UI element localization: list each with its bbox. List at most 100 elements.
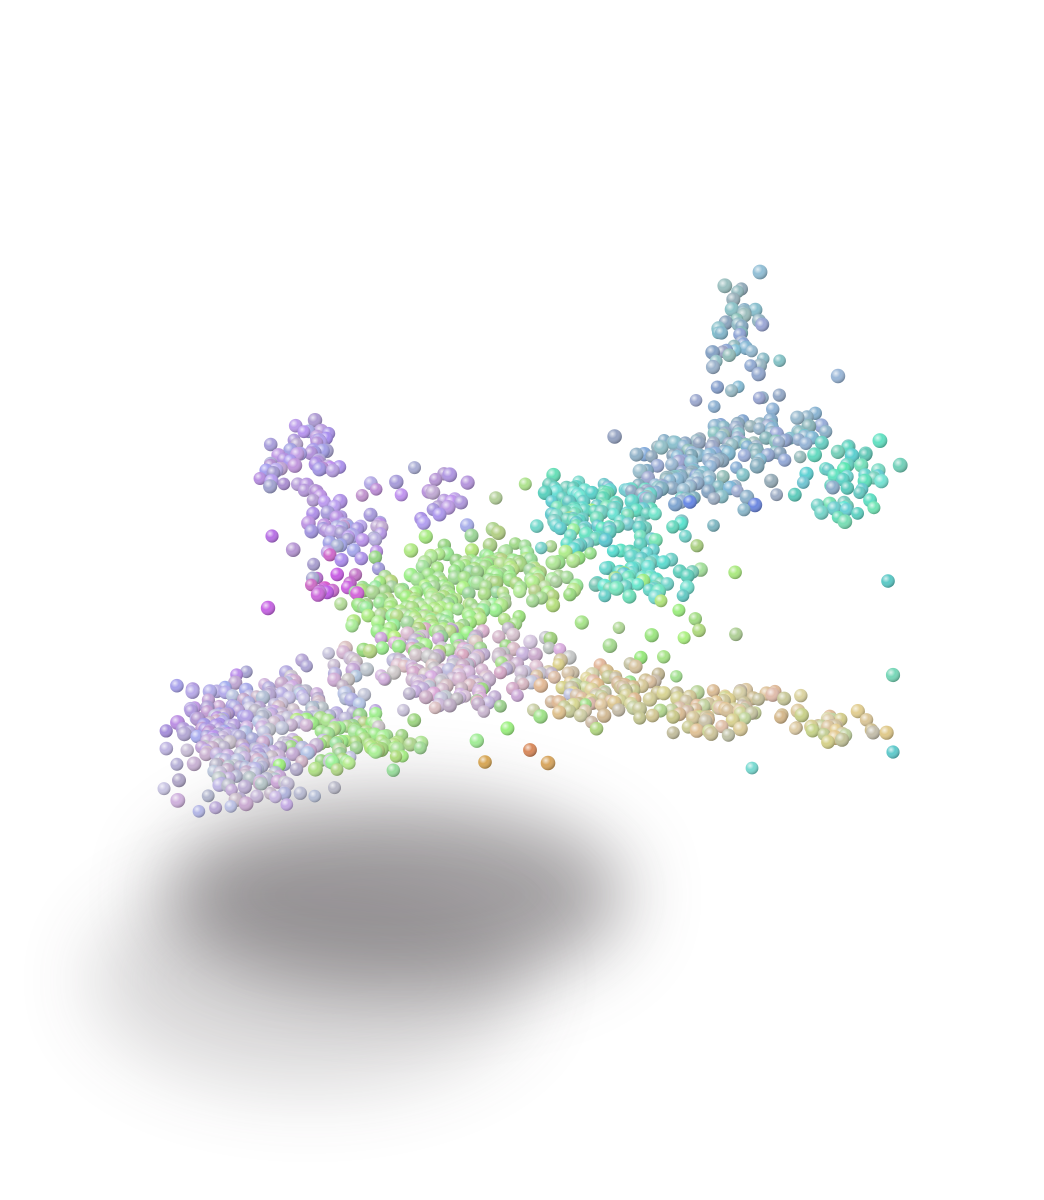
sphere bbox=[825, 480, 840, 495]
sphere bbox=[470, 565, 485, 579]
sphere bbox=[209, 801, 223, 815]
sphere bbox=[773, 354, 786, 368]
sphere bbox=[749, 458, 765, 474]
sphere bbox=[814, 505, 829, 520]
sphere bbox=[535, 541, 548, 555]
sphere bbox=[425, 485, 441, 500]
sphere bbox=[628, 659, 643, 674]
sphere bbox=[752, 692, 765, 706]
sphere bbox=[599, 561, 613, 575]
sphere bbox=[574, 615, 589, 630]
sphere bbox=[794, 707, 809, 723]
sphere bbox=[840, 481, 855, 495]
sphere bbox=[368, 550, 383, 565]
sphere bbox=[859, 713, 874, 727]
sphere bbox=[159, 724, 173, 738]
sphere bbox=[509, 537, 522, 550]
sphere bbox=[516, 677, 530, 691]
sphere bbox=[478, 755, 492, 769]
sphere bbox=[553, 643, 567, 656]
sphere bbox=[328, 781, 341, 795]
sphere bbox=[180, 743, 194, 757]
sphere bbox=[494, 699, 507, 713]
sphere bbox=[850, 704, 865, 719]
sphere bbox=[464, 528, 479, 543]
sphere bbox=[493, 666, 508, 680]
sphere bbox=[728, 565, 742, 580]
sphere bbox=[477, 705, 491, 718]
sphere bbox=[170, 757, 184, 771]
sphere bbox=[489, 575, 504, 591]
sphere bbox=[239, 709, 254, 724]
sphere bbox=[799, 437, 813, 450]
sphere bbox=[668, 497, 683, 512]
sphere bbox=[334, 553, 349, 567]
sphere bbox=[224, 800, 238, 813]
sphere bbox=[386, 763, 400, 777]
sphere bbox=[325, 463, 340, 478]
sphere bbox=[310, 587, 326, 602]
sphere bbox=[516, 646, 531, 661]
sphere bbox=[729, 627, 743, 642]
sphere bbox=[607, 429, 622, 444]
sphere bbox=[670, 670, 683, 683]
sphere bbox=[355, 489, 369, 502]
sphere bbox=[418, 529, 433, 544]
sphere bbox=[400, 615, 415, 630]
sphere bbox=[355, 533, 370, 547]
sphere bbox=[477, 587, 492, 601]
sphere bbox=[737, 449, 751, 462]
sphere bbox=[374, 631, 388, 645]
sphere bbox=[176, 726, 192, 742]
sphere bbox=[544, 540, 558, 553]
sphere bbox=[464, 543, 479, 558]
sphere bbox=[488, 603, 503, 618]
sphere bbox=[373, 596, 386, 610]
sphere bbox=[349, 741, 363, 755]
sphere bbox=[159, 741, 174, 756]
sphere bbox=[549, 575, 563, 588]
sphere bbox=[389, 750, 403, 763]
sphere bbox=[692, 623, 706, 638]
sphere bbox=[394, 488, 408, 502]
sphere bbox=[552, 705, 567, 720]
sphere bbox=[678, 529, 692, 543]
sphere bbox=[747, 497, 763, 513]
sphere bbox=[552, 658, 565, 671]
sphere bbox=[707, 519, 720, 532]
sphere bbox=[186, 756, 202, 772]
sphere bbox=[867, 501, 881, 515]
sphere bbox=[369, 483, 383, 496]
sphere bbox=[837, 514, 853, 529]
sphere bbox=[226, 689, 239, 703]
sphere bbox=[308, 761, 323, 777]
sphere bbox=[368, 745, 383, 759]
sphere bbox=[598, 533, 613, 548]
sphere bbox=[598, 589, 612, 603]
sphere bbox=[814, 435, 829, 450]
sphere bbox=[807, 447, 822, 463]
sphere bbox=[408, 461, 421, 475]
sphere bbox=[654, 440, 669, 455]
sphere bbox=[322, 647, 335, 660]
sphere bbox=[528, 647, 543, 662]
sphere bbox=[705, 359, 721, 375]
sphere bbox=[770, 488, 783, 502]
sphere bbox=[560, 570, 574, 584]
sphere bbox=[429, 472, 443, 487]
sphere bbox=[500, 721, 515, 736]
sphere bbox=[307, 413, 323, 428]
sphere bbox=[345, 619, 359, 633]
sphere bbox=[269, 790, 282, 804]
sphere bbox=[793, 450, 807, 464]
sphere bbox=[721, 728, 736, 742]
sphere bbox=[704, 726, 719, 741]
sphere bbox=[744, 359, 757, 372]
sphere bbox=[777, 691, 792, 706]
sphere bbox=[280, 798, 294, 811]
sphere bbox=[297, 693, 311, 706]
sphere bbox=[461, 586, 476, 601]
sphere bbox=[402, 687, 416, 700]
sphere bbox=[307, 557, 321, 571]
